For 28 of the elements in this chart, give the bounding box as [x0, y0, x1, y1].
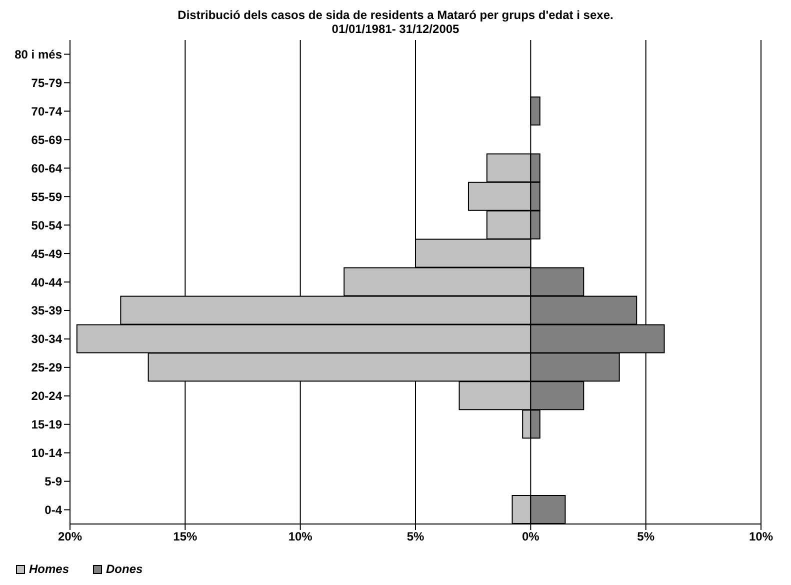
chart-title: Distribució dels casos de sida de residents a Mataró per grups d'edat i sexe.	[176, 8, 614, 22]
y-tick-label: 75-79	[31, 76, 62, 90]
x-tick-label: 10%	[288, 530, 313, 544]
y-tick-label: 70-74	[31, 104, 62, 118]
y-tick-label: 60-64	[31, 161, 62, 176]
y-tick-label: 80 i més	[14, 47, 62, 62]
y-tick-label: 25-29	[31, 360, 62, 375]
legend-label: Dones	[105, 562, 143, 576]
y-tick-label: 10-14	[31, 446, 62, 460]
y-tick-label: 35-39	[31, 304, 62, 318]
y-tick-label: 55-59	[31, 190, 62, 204]
x-tick-label: 15%	[173, 530, 198, 544]
x-tick-label: 10%	[748, 530, 774, 544]
x-tick-label: 0%	[522, 530, 540, 544]
y-tick-label: 40-44	[31, 275, 62, 290]
x-tick-label: 5%	[637, 530, 655, 544]
y-tick-label: 0-4	[44, 503, 62, 518]
y-tick-label: 20-24	[31, 389, 62, 404]
y-tick-label: 5-9	[44, 474, 62, 489]
y-tick-label: 45-49	[31, 246, 62, 261]
legend-label: Homes	[28, 562, 70, 576]
y-tick-label: 30-34	[31, 332, 62, 346]
y-tick-label: 65-69	[31, 132, 62, 147]
y-tick-label: 15-19	[31, 418, 62, 432]
x-tick-label: 5%	[406, 530, 424, 544]
chart-subtitle: 01/01/1981- 31/12/2005	[330, 22, 460, 36]
y-tick-label: 50-54	[31, 218, 62, 232]
x-tick-label: 20%	[58, 530, 82, 544]
